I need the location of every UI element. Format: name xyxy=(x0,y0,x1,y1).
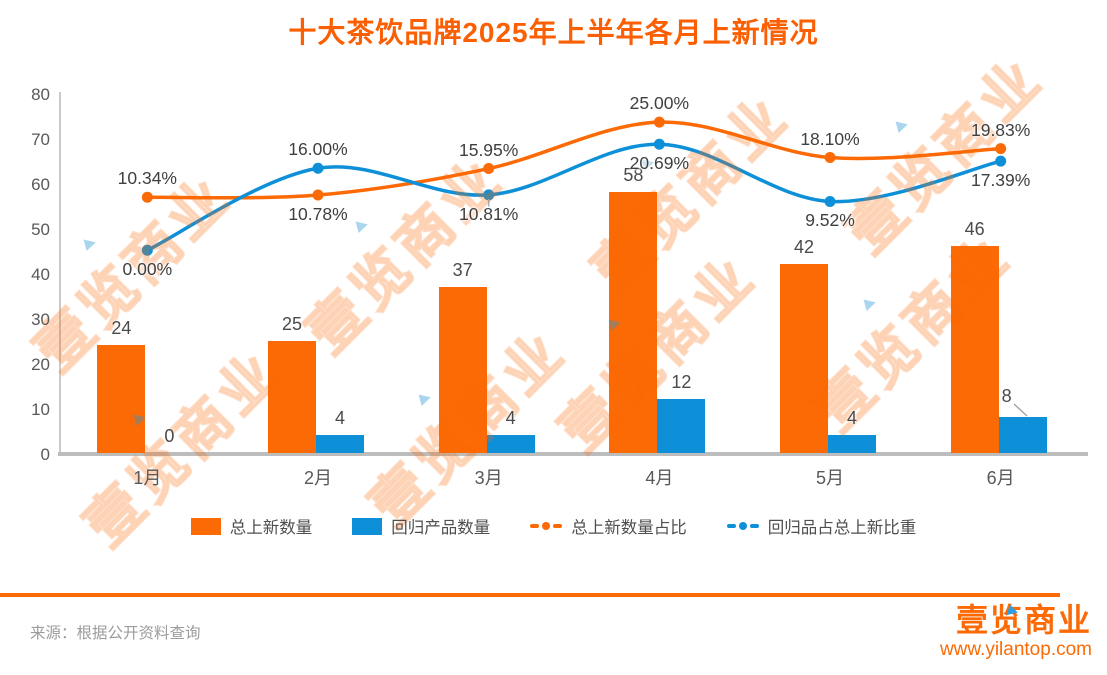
y-axis-tick-label: 70 xyxy=(31,130,50,149)
line-point-dot xyxy=(312,189,324,201)
footer-divider-line xyxy=(0,593,1060,597)
pct-value-label: 10.78% xyxy=(288,204,348,225)
legend-item-return-bar[interactable]: 回归产品数量 xyxy=(352,514,490,538)
legend-label-return-bar: 回归产品数量 xyxy=(391,519,491,537)
y-axis-tick-label: 20 xyxy=(31,355,50,374)
legend-item-total-bar[interactable]: 总上新数量 xyxy=(190,514,313,538)
legend-label-total-pct: 总上新数量占比 xyxy=(571,519,687,537)
pct-value-label: 10.81% xyxy=(458,203,519,224)
pct-value-label: 17.39% xyxy=(970,170,1031,191)
line-point-dot xyxy=(653,138,665,150)
x-axis-month-label: 6月 xyxy=(986,468,1015,488)
bar-value-label: 12 xyxy=(671,372,692,392)
chart-title: 十大茶饮品牌2025年上半年各月上新情况 xyxy=(288,17,819,48)
pct-value-label: 10.34% xyxy=(117,168,177,189)
brand-logo-name: 壹览商业 xyxy=(955,602,1092,638)
bar-total-new xyxy=(609,192,658,453)
legend-label-total-bar: 总上新数量 xyxy=(229,519,313,537)
x-axis-month-label: 1月 xyxy=(133,468,162,488)
y-axis-line xyxy=(59,92,61,455)
bar-value-label: 4 xyxy=(334,408,345,428)
legend-swatch-orange-bar xyxy=(190,517,221,535)
line-point-dot xyxy=(141,191,153,203)
y-axis-tick-label: 0 xyxy=(40,445,50,464)
y-axis-tick-label: 30 xyxy=(31,310,50,329)
bar-total-new xyxy=(268,340,316,453)
y-axis-tick-label: 50 xyxy=(31,220,50,239)
brand-logo-url[interactable]: www.yilantop.com xyxy=(939,639,1092,661)
pct-value-label: 0.00% xyxy=(122,259,173,280)
line-point-dot xyxy=(824,152,836,164)
pct-value-label: 19.83% xyxy=(970,119,1031,140)
bar-returning xyxy=(486,435,535,453)
bar-total-new xyxy=(97,345,146,453)
x-axis-month-label: 5月 xyxy=(815,468,844,488)
x-axis-month-label: 3月 xyxy=(474,468,503,488)
bar-value-label: 46 xyxy=(964,219,985,239)
legend-swatch-blue-bar xyxy=(352,517,383,535)
bar-value-label: 0 xyxy=(164,426,175,446)
bar-total-new xyxy=(780,264,828,453)
legend-item-total-pct-line[interactable]: 总上新数量占比 xyxy=(530,514,687,538)
bar-returning xyxy=(998,417,1047,453)
source-note: 来源：根据公开资料查询 xyxy=(30,625,201,642)
bar-value-label: 25 xyxy=(281,313,303,334)
x-axis-month-label: 4月 xyxy=(645,468,674,488)
legend-marker-orange-line-icon xyxy=(530,522,563,530)
bar-returning xyxy=(316,435,364,453)
line-point-dot xyxy=(995,155,1007,167)
pct-value-label: 18.10% xyxy=(800,128,860,149)
legend-marker-blue-line-icon xyxy=(726,522,759,530)
line-point-dot xyxy=(483,189,495,201)
bar-value-label: 37 xyxy=(452,259,473,280)
pct-value-label: 15.95% xyxy=(458,139,519,160)
line-point-dot xyxy=(483,163,495,175)
chart-legend: 总上新数量 回归产品数量 总上新数量占比 回归品占总上新比重 xyxy=(0,514,1107,538)
bar-total-new xyxy=(438,286,487,453)
pct-value-label: 16.00% xyxy=(288,139,348,160)
bar-value-label: 4 xyxy=(505,408,516,428)
bar-returning xyxy=(657,399,706,453)
legend-item-return-pct-line[interactable]: 回归品占总上新比重 xyxy=(726,514,917,538)
line-point-dot xyxy=(141,244,153,256)
line-point-dot xyxy=(824,195,836,207)
x-axis-line xyxy=(58,452,1088,456)
brand-logo: 壹览商业 www.yilantop.com xyxy=(939,602,1092,661)
bar-value-label: 42 xyxy=(793,237,815,257)
line-point-dot xyxy=(653,116,665,128)
line-point-dot xyxy=(312,162,324,174)
y-axis-tick-label: 80 xyxy=(31,85,50,104)
x-axis-month-label: 2月 xyxy=(303,468,332,488)
bar-value-label: 24 xyxy=(111,318,132,338)
bar-value-label: 8 xyxy=(1001,386,1012,406)
pct-value-label: 25.00% xyxy=(629,93,690,114)
bar-total-new xyxy=(950,246,999,453)
y-axis-tick-label: 40 xyxy=(31,265,50,284)
bar-returning xyxy=(828,435,876,453)
pct-value-label: 20.69% xyxy=(629,153,690,174)
y-axis-tick-label: 10 xyxy=(31,400,50,419)
pct-value-label: 9.52% xyxy=(805,210,855,231)
line-point-dot xyxy=(995,143,1007,155)
y-axis-tick-label: 60 xyxy=(31,175,50,194)
bar-value-label: 4 xyxy=(846,408,857,428)
legend-label-return-pct: 回归品占总上新比重 xyxy=(767,519,917,537)
